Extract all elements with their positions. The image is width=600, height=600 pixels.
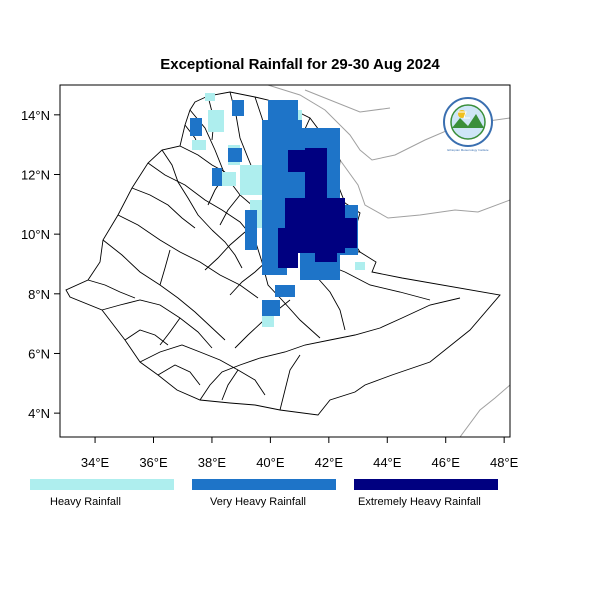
x-tick-label: 34°E [81,455,110,470]
y-tick-label: 12°N [21,167,50,182]
x-tick-label: 48°E [490,455,519,470]
legend-label-extremely-heavy: Extremely Heavy Rainfall [358,496,481,508]
extremely-heavy-rainfall-areas [278,148,357,268]
map-frame [59,84,511,438]
legend-swatch-extremely-heavy [354,479,498,490]
x-tick-label: 44°E [373,455,402,470]
neighbor-borders [267,85,510,437]
x-tick-label: 46°E [432,455,461,470]
x-tick-label: 36°E [139,455,168,470]
x-axis: 34°E 36°E 38°E 40°E 42°E 44°E 46°E 48°E [81,437,519,470]
y-tick-label: 4°N [28,406,50,421]
legend-swatch-heavy [30,479,174,490]
x-tick-label: 42°E [315,455,344,470]
logo-caption: Ethiopian Meteorology Institute [447,148,489,152]
institute-logo [443,97,493,147]
y-tick-label: 10°N [21,227,50,242]
map-title: Exceptional Rainfall for 29-30 Aug 2024 [160,56,440,73]
logo-text: Ethiopian Meteorology Institute [444,148,492,152]
y-tick-label: 8°N [28,287,50,302]
x-tick-label: 38°E [198,455,227,470]
y-axis: 4°N 6°N 8°N 10°N 12°N 14°N [21,108,60,421]
legend-label-heavy: Heavy Rainfall [50,496,121,508]
legend-label-very-heavy: Very Heavy Rainfall [210,496,306,508]
legend-swatch-very-heavy [192,479,336,490]
x-tick-label: 40°E [256,455,285,470]
y-tick-label: 6°N [28,346,50,361]
y-tick-label: 14°N [21,108,50,123]
